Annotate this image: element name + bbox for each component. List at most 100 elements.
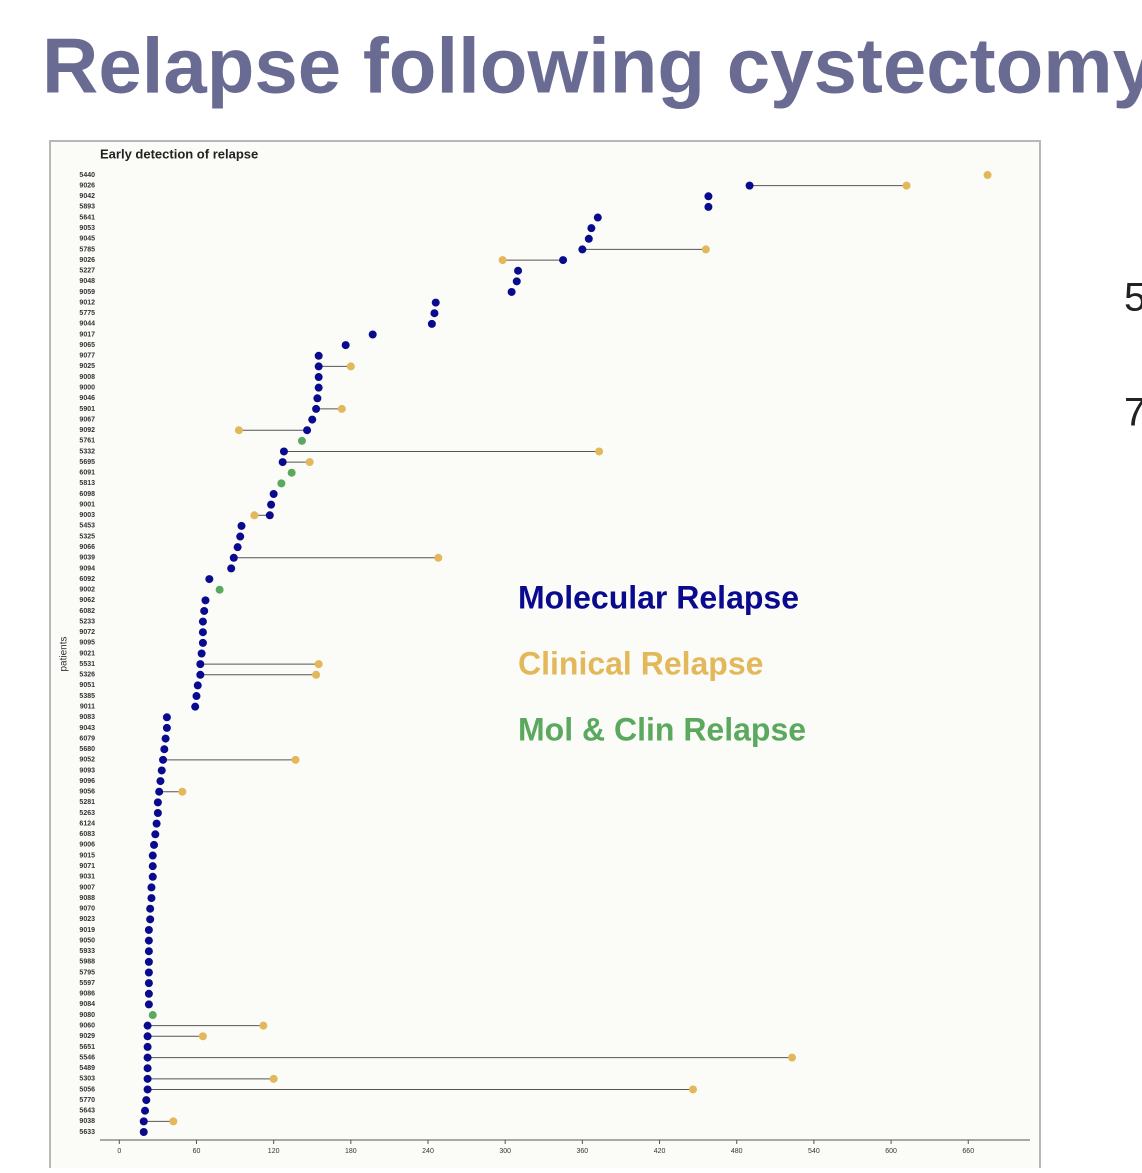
y-tick-label: 9096 [79,778,95,785]
dot [178,787,187,796]
dot [143,1053,152,1062]
x-tick-label: 240 [422,1148,434,1155]
slide-title: Relapse following cystectomy [42,22,1142,110]
dot [297,436,306,445]
dot [237,521,246,530]
y-tick-label: 5281 [79,799,95,806]
dot [277,479,286,488]
chart-frame [49,140,1041,1172]
dot [314,362,323,371]
dot [205,575,214,584]
y-tick-label: 5761 [79,438,95,445]
y-axis-label: patients [59,636,70,671]
y-tick-label: 9002 [79,587,95,594]
dot [278,458,287,467]
y-tick-label: 9065 [79,342,95,349]
dot [688,1085,697,1094]
dot [144,957,153,966]
x-tick-label: 420 [654,1148,666,1155]
y-tick-label: 5795 [79,969,95,976]
y-tick-label: 5056 [79,1086,95,1093]
dot [144,925,153,934]
dot [704,202,713,211]
dot [147,894,156,903]
dot [259,1021,268,1030]
y-tick-label: 9092 [79,427,95,434]
dot [578,245,587,254]
y-tick-label: 5633 [79,1129,95,1136]
dot [236,532,245,541]
dot [593,213,602,222]
dot [788,1053,797,1062]
y-tick-label: 5988 [79,959,95,966]
dot [196,660,205,669]
y-tick-label: 9093 [79,767,95,774]
dot [291,755,300,764]
dot [368,330,377,339]
dot [201,596,210,605]
y-tick-label: 9045 [79,236,95,243]
dot [148,862,157,871]
dot [143,1021,152,1030]
dot [313,394,322,403]
dot [427,319,436,328]
dot [139,1128,148,1136]
y-tick-label: 9017 [79,331,95,338]
y-tick-label: 9067 [79,416,95,423]
dot [152,819,161,828]
x-tick-label: 660 [962,1148,974,1155]
y-tick-label: 5597 [79,980,95,987]
y-tick-label: 9094 [79,565,95,572]
dot [595,447,604,456]
y-tick-label: 6082 [79,608,95,615]
dot [227,564,236,573]
y-tick-label: 5303 [79,1076,95,1083]
y-tick-label: 5233 [79,618,95,625]
dot [215,585,224,594]
legend-entry: Clinical Relapse [518,645,763,681]
x-tick-label: 540 [808,1148,820,1155]
y-tick-label: 5695 [79,459,95,466]
dot [431,298,440,307]
y-tick-label: 9000 [79,385,95,392]
dot [197,649,206,658]
y-tick-label: 5775 [79,310,95,317]
dot [269,490,278,498]
y-tick-label: 9046 [79,395,95,402]
dot [559,256,568,265]
y-tick-label: 5326 [79,672,95,679]
y-tick-label: 9048 [79,278,95,285]
dot [146,904,155,913]
dot [902,181,911,190]
dot [308,415,317,424]
dot [143,1032,152,1041]
y-tick-label: 9043 [79,725,95,732]
y-tick-label: 9060 [79,1023,95,1030]
dot [341,341,350,350]
y-tick-label: 5901 [79,406,95,413]
y-tick-label: 5332 [79,448,95,455]
dot [267,500,276,509]
y-tick-label: 9019 [79,927,95,934]
y-tick-label: 5651 [79,1044,95,1051]
y-tick-label: 5453 [79,523,95,530]
dot [157,766,166,775]
dot [148,851,157,860]
side-text: 7 [1124,391,1142,435]
dot [141,1106,150,1115]
dot [155,787,164,796]
dot [153,798,162,807]
dot [151,830,160,839]
x-tick-label: 480 [731,1148,743,1155]
dot [160,745,169,754]
y-tick-label: 5385 [79,693,95,700]
dot [745,181,754,190]
dot [234,426,243,435]
dot [314,660,323,669]
y-tick-label: 9012 [79,299,95,306]
y-tick-label: 9077 [79,353,95,360]
dot [139,1117,148,1126]
dot [143,1085,152,1094]
dot [287,468,296,477]
y-tick-label: 6124 [79,820,95,827]
